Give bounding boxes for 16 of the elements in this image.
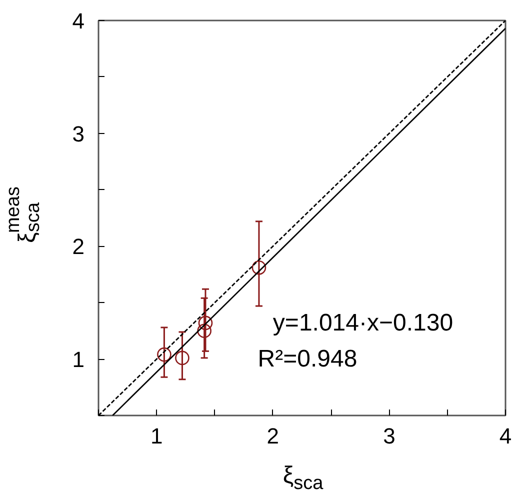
y-tick-label: 4: [72, 8, 85, 34]
y-tick-label: 2: [72, 234, 85, 260]
annotation: y=1.014·x−0.130: [272, 309, 454, 336]
x-tick-label: 1: [150, 424, 163, 448]
point: [198, 316, 213, 330]
x-tick-label: 4: [499, 424, 512, 448]
x-tick-label: 3: [383, 424, 396, 448]
point: [197, 324, 212, 338]
point: [157, 347, 172, 362]
y-axis-title: ξscameas: [2, 186, 45, 243]
point: [175, 350, 190, 366]
point: [252, 260, 266, 275]
annotation: R²=0.948: [258, 346, 358, 373]
y-tick-label: 3: [72, 121, 85, 146]
x-tick-label: 2: [266, 424, 280, 448]
y-tick-label: 1: [72, 347, 85, 372]
